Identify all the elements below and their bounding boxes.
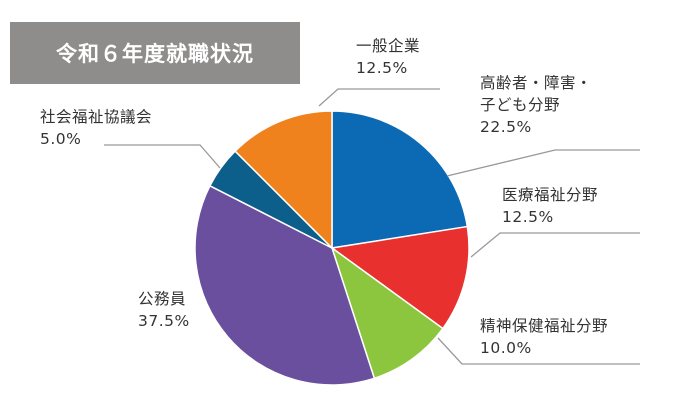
title-box: 令和６年度就職状況	[10, 22, 300, 84]
slice-label: 高齢者・障害・子ども分野 22.5%	[480, 74, 592, 136]
pie-slice	[194, 184, 376, 386]
leader-lines	[104, 88, 640, 365]
slice-label: 精神保健福祉分野 10.0%	[480, 317, 608, 357]
slice-label: 社会福祉協議会 5.0%	[40, 108, 152, 148]
slice-name-label: 高齢者・障害・	[480, 74, 592, 92]
slice-label: 一般企業 12.5%	[356, 37, 420, 77]
pie-slice	[330, 225, 470, 330]
chart-title: 令和６年度就職状況	[56, 42, 254, 66]
slice-name-label: 社会福祉協議会	[40, 108, 152, 126]
slice-name-label: 子ども分野	[480, 96, 560, 114]
slice-value-label: 37.5%	[138, 312, 190, 330]
leader-line	[318, 88, 440, 107]
slice-label: 医療福祉分野 12.5%	[502, 186, 598, 226]
slice-value-label: 12.5%	[502, 208, 554, 226]
slice-value-label: 10.0%	[480, 339, 532, 357]
leader-line	[104, 144, 221, 169]
pie-slices	[194, 110, 470, 386]
pie-slice	[234, 110, 333, 250]
slice-name-label: 一般企業	[356, 37, 420, 55]
slice-name-label: 公務員	[138, 290, 186, 308]
slice-name-label: 精神保健福祉分野	[480, 317, 608, 335]
pie-slice	[330, 246, 444, 380]
slice-label: 公務員 37.5%	[138, 290, 190, 330]
leader-line	[437, 337, 640, 365]
leader-line	[446, 149, 640, 177]
slice-name-label: 医療福祉分野	[502, 186, 598, 204]
leader-line	[470, 232, 640, 258]
pie-slice	[331, 110, 469, 249]
slice-value-label: 12.5%	[356, 59, 408, 77]
slice-labels: 高齢者・障害・子ども分野 22.5% 医療福祉分野 12.5% 精神保健福祉分野 10.0…	[40, 37, 608, 357]
slice-value-label: 22.5%	[480, 118, 532, 136]
slice-value-label: 5.0%	[40, 130, 81, 148]
title-background	[10, 22, 300, 84]
